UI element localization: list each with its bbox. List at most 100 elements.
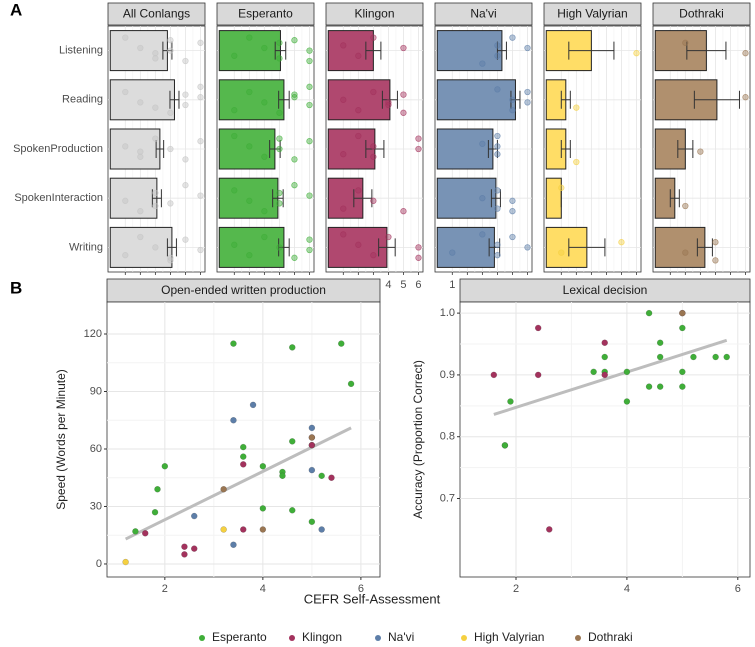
error-bar bbox=[686, 41, 727, 60]
data-point bbox=[370, 197, 377, 204]
data-point bbox=[712, 257, 719, 264]
y-tick-label: 0.9 bbox=[440, 369, 455, 381]
y-tick-label: 30 bbox=[90, 500, 102, 512]
y-tick-label: 60 bbox=[90, 443, 102, 455]
bar bbox=[436, 226, 495, 268]
data-point bbox=[167, 145, 174, 153]
bar bbox=[109, 177, 158, 219]
data-point bbox=[340, 96, 347, 103]
data-point bbox=[137, 208, 144, 215]
data-point bbox=[328, 474, 335, 481]
data-point bbox=[318, 472, 325, 480]
bar bbox=[654, 226, 706, 268]
bar bbox=[327, 79, 391, 121]
data-point bbox=[742, 50, 749, 57]
facet-title: High Valyrian bbox=[557, 7, 627, 21]
error-bar bbox=[560, 90, 571, 109]
data-point bbox=[385, 101, 392, 109]
data-point bbox=[385, 233, 392, 241]
data-point bbox=[306, 47, 313, 54]
data-point bbox=[279, 472, 286, 480]
data-point bbox=[231, 187, 238, 194]
data-point bbox=[190, 512, 198, 520]
data-point bbox=[249, 401, 257, 409]
data-point bbox=[261, 44, 268, 52]
y-tick-label: 0.8 bbox=[440, 431, 455, 443]
data-point bbox=[308, 434, 316, 441]
data-point bbox=[415, 135, 422, 142]
x-tick-label: 2 bbox=[162, 583, 168, 595]
data-point bbox=[524, 44, 531, 52]
data-point bbox=[308, 466, 316, 474]
x-axis-title: CEFR Self-Assessment bbox=[304, 591, 441, 606]
legend-swatch bbox=[461, 635, 467, 641]
data-point bbox=[276, 145, 283, 153]
data-point bbox=[246, 252, 253, 259]
data-point bbox=[122, 143, 129, 150]
data-point bbox=[289, 438, 296, 445]
facet-strip bbox=[325, 2, 424, 26]
data-point bbox=[220, 485, 227, 493]
data-point bbox=[276, 200, 283, 207]
bar bbox=[109, 79, 175, 121]
data-point bbox=[230, 541, 237, 549]
data-point bbox=[306, 57, 313, 65]
error-bar bbox=[166, 238, 177, 257]
data-point bbox=[276, 39, 283, 46]
data-point bbox=[291, 37, 298, 44]
data-point bbox=[231, 241, 238, 248]
data-point bbox=[276, 244, 283, 251]
data-point bbox=[400, 44, 407, 52]
error-bar bbox=[169, 90, 180, 109]
data-point bbox=[712, 353, 719, 361]
bar bbox=[436, 128, 494, 170]
legend-swatch bbox=[289, 635, 295, 641]
data-point bbox=[494, 252, 501, 259]
data-point bbox=[370, 34, 377, 41]
data-point bbox=[509, 34, 516, 41]
data-point bbox=[152, 244, 159, 251]
bar bbox=[436, 177, 497, 219]
data-point bbox=[494, 143, 501, 150]
data-point bbox=[197, 246, 204, 254]
data-point bbox=[546, 526, 553, 533]
legend-swatch bbox=[575, 635, 581, 641]
data-point bbox=[122, 252, 129, 259]
data-point bbox=[197, 83, 204, 90]
category-label: SpokenInteraction bbox=[14, 192, 103, 204]
facet-strip bbox=[434, 2, 533, 26]
x-tick-label: 2 bbox=[513, 583, 519, 595]
data-point bbox=[690, 353, 697, 361]
data-point bbox=[509, 107, 516, 114]
error-bar bbox=[274, 41, 287, 60]
facet-title: Dothraki bbox=[679, 7, 724, 21]
data-point bbox=[261, 99, 268, 106]
data-point bbox=[246, 88, 253, 96]
data-point bbox=[122, 34, 129, 41]
data-point bbox=[501, 442, 509, 449]
bar bbox=[109, 128, 161, 170]
data-point bbox=[509, 208, 516, 215]
error-bar bbox=[490, 189, 501, 208]
category-label: SpokenProduction bbox=[13, 143, 103, 155]
data-point bbox=[415, 244, 422, 251]
legend-swatch bbox=[375, 635, 381, 641]
data-point bbox=[197, 39, 204, 46]
data-point bbox=[558, 249, 565, 256]
legend-label: Dothraki bbox=[588, 630, 633, 644]
data-point bbox=[633, 50, 640, 57]
data-point bbox=[355, 241, 362, 248]
error-bar bbox=[496, 41, 507, 60]
data-point bbox=[479, 140, 486, 147]
data-point bbox=[355, 52, 362, 59]
data-point bbox=[231, 52, 238, 59]
data-point bbox=[370, 252, 377, 259]
data-point bbox=[338, 340, 345, 347]
x-tick-label: 5 bbox=[400, 279, 406, 291]
bar bbox=[109, 226, 173, 268]
data-point bbox=[197, 192, 204, 199]
data-point bbox=[682, 249, 689, 256]
data-point bbox=[400, 208, 407, 215]
data-point bbox=[259, 462, 267, 470]
y-tick-label: 120 bbox=[84, 328, 102, 340]
